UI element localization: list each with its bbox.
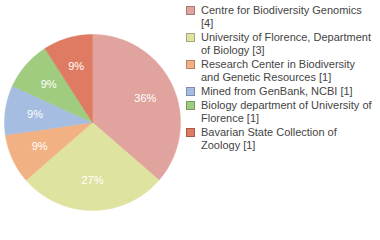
svg-text:9%: 9%: [32, 140, 48, 152]
html-text:Centre for Biodiversity Genomi: Centre for Biodiversity Genomics [4]: [201, 4, 362, 29]
html-text:Bavarian State Collection of Z: Bavarian State Collection of Zoology [1]: [201, 126, 337, 151]
svg-text:9%: 9%: [27, 108, 43, 120]
html-text:Mined from GenBank, NCBI [1]: Mined from GenBank, NCBI [1]: [201, 85, 353, 97]
svg-text:9%: 9%: [41, 78, 57, 90]
svg-text:9%: 9%: [68, 60, 84, 72]
svg-text:36%: 36%: [134, 92, 156, 104]
svg-text:27%: 27%: [81, 174, 103, 186]
html-text:University of Florence, Depart: University of Florence, Department of Bi…: [201, 31, 371, 56]
html-text:Biology department of Universi: Biology department of University of Flor…: [201, 99, 372, 124]
html-text:Research Center in Biodiversit: Research Center in Biodiversity and Gene…: [201, 58, 356, 83]
